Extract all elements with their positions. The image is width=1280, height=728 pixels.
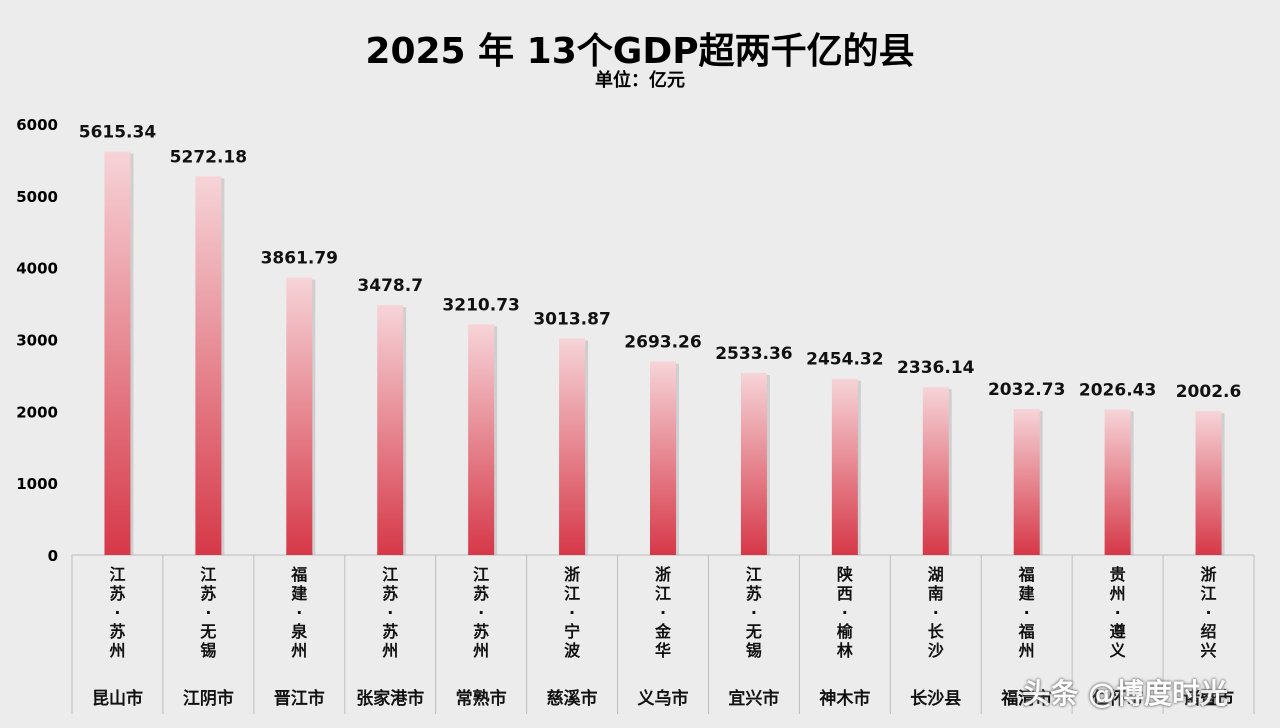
y-tick-label: 1000 bbox=[16, 475, 58, 493]
data-label: 3013.87 bbox=[533, 310, 610, 330]
category-province-label: 浙江·绍兴 bbox=[1201, 565, 1217, 660]
category-province-label: 江苏·苏州 bbox=[472, 565, 489, 660]
bar bbox=[650, 361, 676, 555]
category-province-label: 浙江·金华 bbox=[654, 565, 672, 660]
category-province-label: 贵州·遵义 bbox=[1109, 565, 1127, 660]
category-province-label: 浙江·宁波 bbox=[564, 565, 581, 660]
bar bbox=[286, 277, 313, 555]
category-name-label: 义乌市 bbox=[638, 688, 689, 709]
category-name-label: 昆山市 bbox=[92, 688, 143, 709]
bar bbox=[468, 324, 495, 555]
category-province-label: 福建·福州 bbox=[1018, 565, 1035, 660]
data-label: 2336.14 bbox=[897, 358, 975, 378]
bar bbox=[104, 151, 131, 555]
bar bbox=[559, 338, 586, 555]
category-name-label: 慈溪市 bbox=[547, 688, 598, 709]
data-label: 2693.26 bbox=[624, 333, 701, 353]
data-label: 5615.34 bbox=[79, 123, 157, 143]
watermark: 头条 @博度时光 bbox=[1022, 677, 1228, 710]
category-name-label: 仁怀市 bbox=[1092, 688, 1143, 709]
y-tick-label: 0 bbox=[48, 547, 58, 565]
y-tick-label: 2000 bbox=[16, 403, 58, 421]
data-label: 3478.7 bbox=[357, 276, 423, 296]
y-tick-label: 5000 bbox=[16, 188, 58, 206]
category-name-label: 宜兴市 bbox=[728, 688, 779, 709]
category-province-label: 江苏·无锡 bbox=[199, 565, 216, 660]
data-label: 2032.73 bbox=[988, 380, 1065, 400]
category-name-label: 诸暨市 bbox=[1183, 688, 1234, 709]
bar bbox=[195, 176, 222, 555]
category-province-label: 江苏·苏州 bbox=[108, 565, 125, 660]
chart-subtitle: 单位：亿元 bbox=[595, 70, 685, 91]
data-label: 2002.6 bbox=[1176, 382, 1242, 402]
bar bbox=[1013, 408, 1040, 555]
bar bbox=[1195, 411, 1222, 555]
data-label: 3861.79 bbox=[261, 249, 338, 269]
category-province-label: 江苏·苏州 bbox=[381, 565, 398, 660]
data-label: 2454.32 bbox=[806, 350, 883, 370]
category-province-label: 福建·泉州 bbox=[290, 565, 308, 660]
data-label: 3210.73 bbox=[442, 295, 519, 315]
y-tick-label: 6000 bbox=[16, 116, 58, 134]
bar bbox=[740, 373, 767, 555]
category-province-label: 陕西·榆林 bbox=[837, 565, 854, 660]
category-name-label: 江阴市 bbox=[183, 688, 234, 709]
category-name-label: 常熟市 bbox=[456, 688, 507, 709]
category-name-label: 晋江市 bbox=[274, 688, 325, 709]
category-name-label: 福清市 bbox=[1000, 688, 1052, 709]
data-label: 5272.18 bbox=[170, 147, 247, 167]
category-province-label: 江苏·无锡 bbox=[745, 565, 762, 660]
category-name-label: 长沙县 bbox=[910, 688, 961, 709]
data-label: 2533.36 bbox=[715, 344, 792, 364]
category-name-label: 张家港市 bbox=[356, 688, 424, 709]
category-name-label: 神木市 bbox=[819, 688, 870, 709]
bar bbox=[922, 387, 949, 555]
y-tick-label: 4000 bbox=[16, 260, 58, 278]
y-tick-label: 3000 bbox=[16, 332, 58, 350]
data-label: 2026.43 bbox=[1079, 380, 1156, 400]
bar bbox=[377, 305, 404, 555]
category-province-label: 湖南·长沙 bbox=[928, 565, 945, 660]
chart-title: 2025 年 13个GDP超两千亿的县 bbox=[365, 31, 915, 72]
bar bbox=[1104, 409, 1131, 555]
bar bbox=[831, 378, 858, 555]
